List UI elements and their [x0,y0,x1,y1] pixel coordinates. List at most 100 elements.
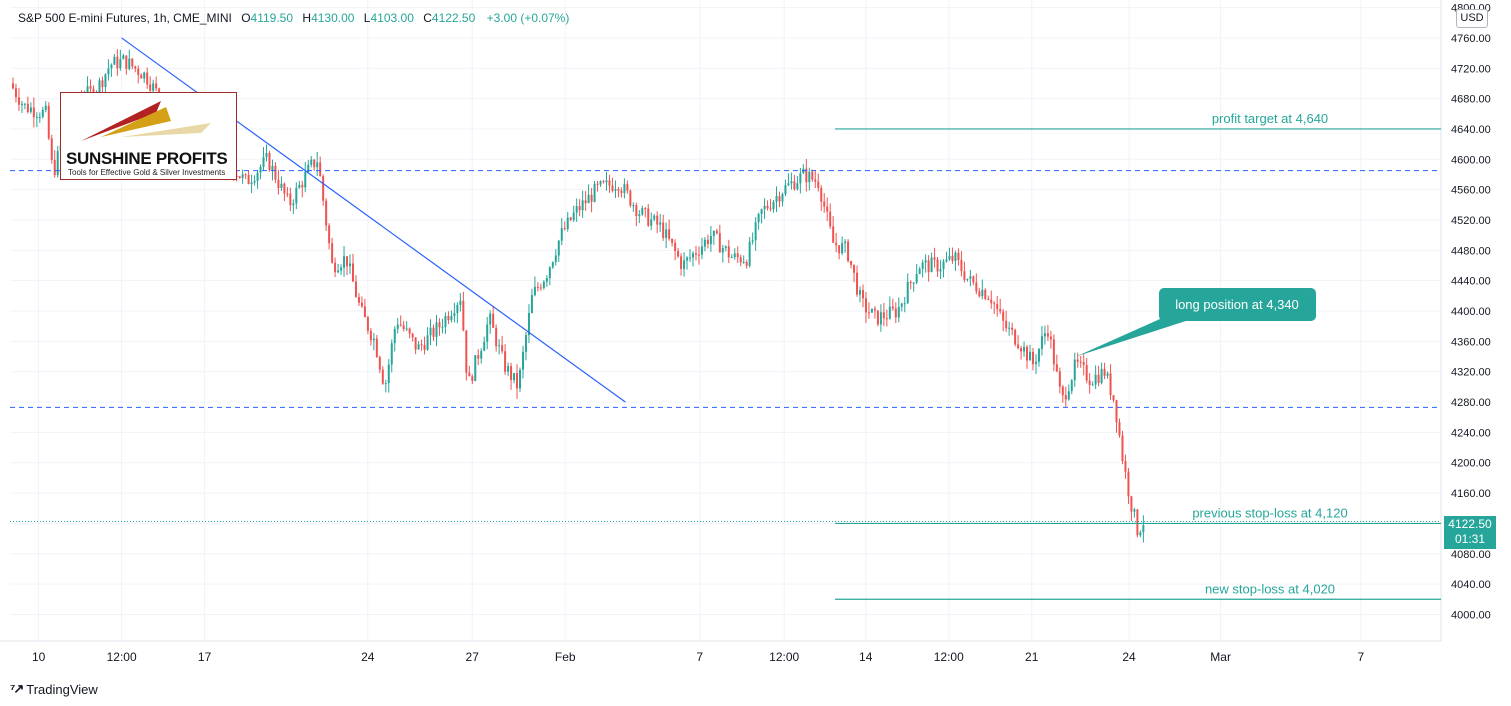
candle-body [1091,384,1094,386]
candle-body [265,153,268,158]
candle-body [47,105,50,139]
candle-body [11,83,14,89]
candle-body [128,58,131,69]
candle-body [536,286,539,288]
candle-body [966,278,969,280]
candle-body [390,343,393,365]
candle-body [453,313,456,316]
candle-body [572,212,575,220]
candle-body [1046,333,1049,337]
candle-body [1073,359,1076,381]
candle-body [533,286,536,296]
candle-body [990,299,993,304]
candle-body [1136,509,1139,536]
candle-body [888,306,891,319]
candle-body [38,116,41,118]
candle-body [665,229,668,238]
candle-body [689,257,692,259]
candle-body [41,109,44,117]
candle-body [521,351,524,370]
currency-button[interactable]: USD [1456,9,1488,28]
candle-body [587,194,590,204]
candle-body [745,261,748,266]
candle-body [53,159,56,176]
candle-body [1026,346,1029,361]
candle-body [936,259,939,272]
candle-body [545,278,548,282]
candle-body [393,328,396,344]
candle-body [718,233,721,253]
y-tick-label: 4440.00 [1451,276,1491,288]
candle-body [709,235,712,245]
y-tick-label: 4520.00 [1451,215,1491,227]
candle-body [844,241,847,244]
candle-body [259,166,262,173]
candle-body [999,309,1002,312]
callout-pointer [1076,310,1195,357]
x-tick-label: 17 [198,650,212,664]
y-tick-label: 4160.00 [1451,488,1491,500]
low-value: 4103.00 [370,11,414,25]
candle-body [35,116,38,118]
candle-body [560,228,563,241]
candle-body [766,205,769,209]
candle-body [244,174,247,176]
candle-body [274,165,277,180]
candle-body [1029,351,1032,361]
candle-body [677,250,680,257]
candle-body [313,159,316,168]
candle-body [835,242,838,246]
candle-body [915,274,918,283]
candle-body [596,183,599,185]
candle-body [635,205,638,217]
candle-body [850,261,853,265]
candle-body [301,184,304,188]
candle-body [140,74,143,79]
last-price-tag: 4122.50 01:31 [1444,516,1496,549]
candle-body [712,230,715,236]
candle-body [527,313,530,336]
candle-body [975,282,978,292]
candle-body [584,200,587,204]
candle-body [969,276,972,279]
candle-body [787,183,790,186]
candle-body [644,208,647,210]
x-tick-label: 12:00 [934,650,964,664]
candle-body [700,246,703,255]
x-tick-label: 12:00 [769,650,799,664]
candle-body [548,267,551,279]
candle-body [629,190,632,206]
candle-body [516,373,519,389]
x-tick-label: 12:00 [107,650,137,664]
candle-body [808,171,811,183]
candle-body [829,211,832,227]
candle-body [1017,344,1020,349]
y-tick-label: 4280.00 [1451,397,1491,409]
candle-body [238,176,241,179]
candle-body [668,229,671,239]
candle-body [116,56,119,69]
last-price: 4122.50 [1448,517,1492,531]
candle-body [724,246,727,248]
x-tick-label: 10 [32,650,46,664]
candle-body [611,185,614,191]
candle-body [107,68,110,75]
callout-box [1159,288,1316,321]
candle-body [954,252,957,261]
candle-body [295,187,298,204]
candle-body [450,315,453,321]
candle-body [551,262,554,268]
candle-body [614,189,617,191]
symbol-header: S&P 500 E-mini Futures, 1h, CME_MINI O41… [18,11,570,25]
candle-body [539,287,542,289]
candle-body [1002,311,1005,321]
candle-body [918,268,921,275]
y-tick-label: 4000.00 [1451,609,1491,621]
candle-body [1031,351,1034,365]
candle-body [656,215,659,225]
time-axis[interactable]: 10 12:00 17 24 27 Feb 7 12:00 14 12:00 21 24 Mar 7 [32,650,1365,664]
candle-body [647,208,650,226]
candle-body [298,184,301,188]
tradingview-brand[interactable]: ⁷↗ TradingView [10,681,98,697]
